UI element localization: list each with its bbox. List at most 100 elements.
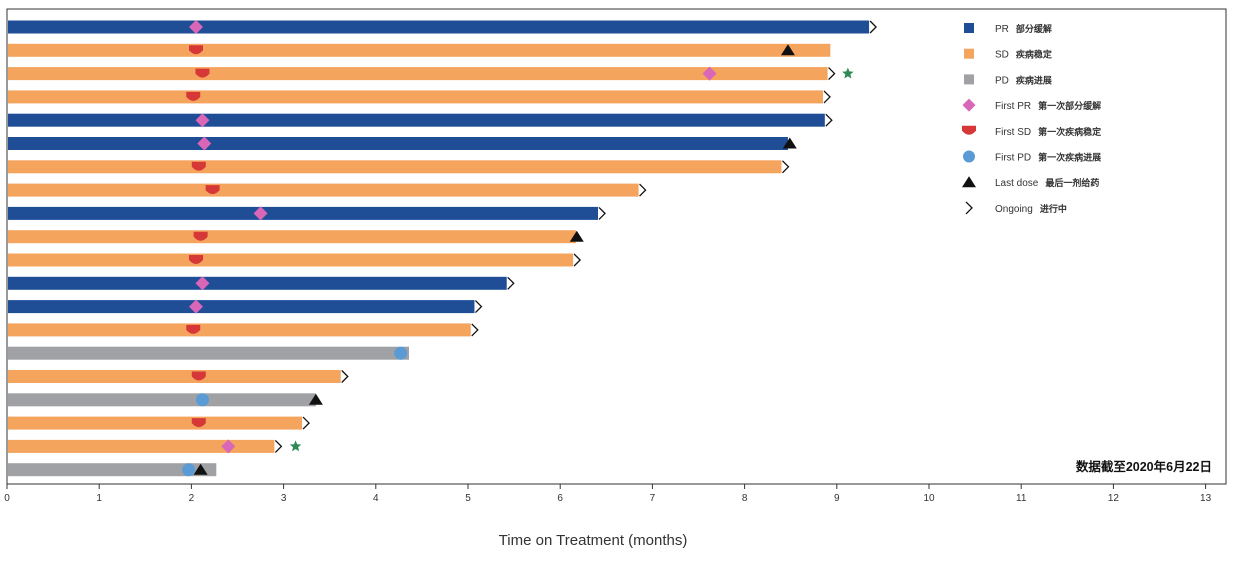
x-axis: 0 1 2 3 4 5 6 7 8 9 10 11 12 13 xyxy=(4,483,1226,504)
last-dose-marker xyxy=(782,137,797,149)
legend-triangle-icon xyxy=(962,176,976,188)
bar-pr xyxy=(8,206,599,220)
bar-sd xyxy=(8,90,823,104)
first-sd-marker xyxy=(191,161,206,171)
first-pr-marker xyxy=(189,20,204,34)
bar-sd xyxy=(8,230,576,244)
ongoing-marker xyxy=(573,253,582,267)
markers-layer xyxy=(182,20,877,477)
last-dose-marker xyxy=(308,393,323,405)
x-tick-label: 3 xyxy=(281,493,287,504)
data-cutoff-annotation: 数据截至2020年6月22日 xyxy=(1075,459,1212,474)
legend-label: First SD xyxy=(995,127,1031,138)
last-dose-marker xyxy=(193,463,208,475)
legend-label-cn: 部分缓解 xyxy=(1016,23,1052,34)
bar-pr xyxy=(8,300,475,314)
x-tick-label: 1 xyxy=(96,493,102,504)
legend-label: First PD xyxy=(995,153,1031,164)
legend-label: SD xyxy=(995,50,1009,61)
first-sd-marker xyxy=(189,45,204,55)
first-pr-marker xyxy=(195,276,210,291)
ongoing-marker xyxy=(639,183,647,197)
x-tick-label: 4 xyxy=(373,493,379,504)
bars-layer xyxy=(8,20,870,477)
legend-diamond-icon xyxy=(962,98,976,112)
star-marker xyxy=(289,440,302,452)
legend-circle-icon xyxy=(963,150,975,163)
first-pr-marker xyxy=(221,439,236,454)
bar-sd xyxy=(8,160,782,174)
ongoing-marker xyxy=(471,323,479,337)
bar-pr xyxy=(8,113,825,127)
legend-label: Last dose xyxy=(995,178,1039,189)
x-axis-title: Time on Treatment (months) xyxy=(499,532,688,549)
first-pd-marker xyxy=(394,346,408,360)
first-pr-marker xyxy=(253,206,268,221)
first-sd-marker xyxy=(186,91,201,101)
ongoing-marker xyxy=(341,370,349,383)
legend-swatch-sd xyxy=(964,48,974,59)
x-tick-label: 11 xyxy=(1016,493,1027,504)
x-tick-label: 6 xyxy=(557,493,563,504)
x-tick-label: 7 xyxy=(650,493,656,504)
legend-label: Ongoing xyxy=(995,204,1033,215)
bar-pr xyxy=(8,276,507,290)
legend-label-cn: 第一次部分缓解 xyxy=(1038,100,1101,111)
first-sd-marker xyxy=(186,324,201,334)
x-tick-label: 10 xyxy=(923,493,935,504)
bar-sd xyxy=(8,253,574,267)
x-tick-label: 9 xyxy=(834,493,840,504)
legend-label-cn: 第一次疾病进展 xyxy=(1038,152,1101,163)
bar-pd xyxy=(8,463,217,477)
first-sd-marker xyxy=(191,418,206,428)
bar-sd xyxy=(8,416,303,430)
ongoing-marker xyxy=(274,439,283,453)
x-tick-label: 8 xyxy=(742,493,748,504)
ongoing-marker xyxy=(828,67,836,81)
bar-sd xyxy=(8,323,471,337)
legend-label-cn: 疾病稳定 xyxy=(1016,49,1053,60)
legend-label-cn: 第一次疾病稳定 xyxy=(1038,126,1102,137)
bar-sd xyxy=(8,43,831,57)
first-pr-marker xyxy=(189,299,204,314)
ongoing-marker xyxy=(869,20,877,34)
bar-pr xyxy=(8,20,870,34)
ongoing-marker xyxy=(825,113,833,127)
first-sd-marker xyxy=(195,68,210,78)
first-sd-marker xyxy=(205,185,220,195)
legend-label-cn: 疾病进展 xyxy=(1016,74,1052,85)
ongoing-marker xyxy=(302,416,310,430)
bar-pr xyxy=(8,137,788,150)
star-marker xyxy=(842,67,854,79)
first-sd-marker xyxy=(193,231,208,241)
legend-label-cn: 最后一剂给药 xyxy=(1045,177,1099,188)
first-pd-marker xyxy=(195,393,209,407)
legend-swatch-pd xyxy=(964,74,974,85)
first-pr-marker xyxy=(702,66,717,81)
bar-pd xyxy=(8,346,409,360)
bar-pd xyxy=(8,393,316,407)
ongoing-marker xyxy=(474,300,483,314)
first-sd-marker xyxy=(191,371,206,381)
ongoing-marker xyxy=(823,90,831,104)
x-tick-label: 2 xyxy=(189,493,195,504)
ongoing-marker xyxy=(507,276,515,290)
x-tick-label: 5 xyxy=(465,493,471,504)
last-dose-marker xyxy=(780,44,795,56)
bar-sd xyxy=(8,439,275,453)
ongoing-marker xyxy=(782,160,790,174)
legend-shield-icon xyxy=(962,125,976,135)
legend-swatch-pr xyxy=(964,23,974,33)
legend-label: First PR xyxy=(995,101,1031,112)
last-dose-marker xyxy=(569,230,584,242)
x-tick-label: 12 xyxy=(1108,493,1120,504)
legend-label-cn: 进行中 xyxy=(1040,203,1067,214)
bar-sd xyxy=(8,67,828,81)
bar-sd xyxy=(8,183,639,197)
legend: PR 部分缓解 SD 疾病稳定 PD 疾病进展 First PR 第一次部分缓解 First S… xyxy=(962,23,1102,215)
legend-label: PR xyxy=(995,24,1009,35)
x-tick-label: 13 xyxy=(1200,493,1212,504)
bar-sd xyxy=(8,370,341,383)
